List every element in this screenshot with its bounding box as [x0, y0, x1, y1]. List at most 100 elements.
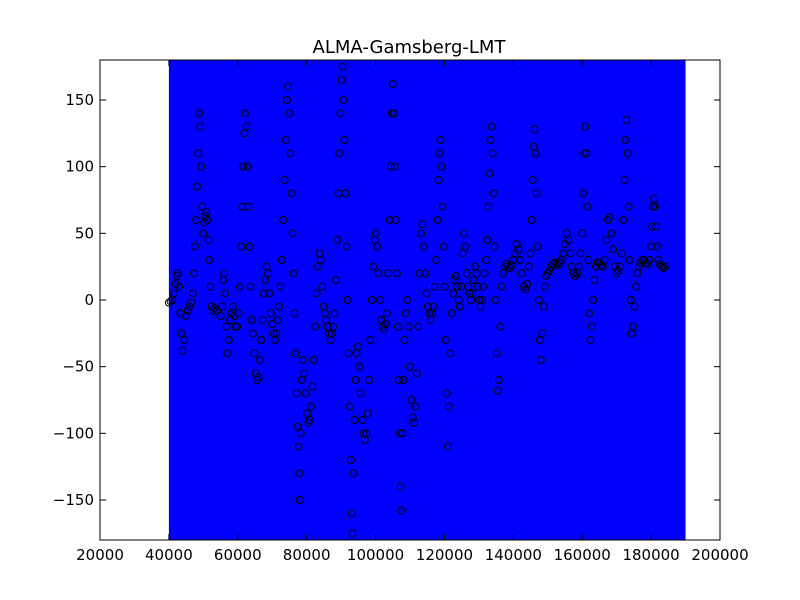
data-point [386, 162, 395, 171]
x-tick-label: 40000 [145, 546, 193, 564]
data-point [206, 282, 215, 291]
data-point [429, 302, 438, 311]
data-point [293, 422, 302, 431]
data-point [541, 282, 550, 291]
data-point [461, 242, 470, 251]
data-point [582, 149, 591, 158]
data-point [276, 282, 285, 291]
data-point [376, 296, 385, 304]
data-point [178, 346, 187, 355]
data-point [468, 289, 477, 298]
data-point [493, 386, 502, 395]
data-point [391, 216, 400, 224]
data-point [566, 249, 575, 258]
data-point [406, 362, 414, 371]
data-point [210, 304, 219, 312]
data-point [497, 282, 506, 291]
data-point [180, 336, 189, 344]
data-point [221, 289, 230, 298]
data-point [621, 136, 630, 144]
data-point [239, 162, 248, 171]
data-point [196, 122, 205, 131]
data-point [590, 276, 599, 284]
x-tick-label: 80000 [283, 546, 331, 564]
data-point [255, 356, 264, 364]
y-tick-label: 0 [84, 291, 94, 309]
data-point [273, 316, 282, 324]
data-point [418, 220, 427, 228]
data-point [316, 256, 325, 264]
data-point [290, 309, 299, 318]
data-point [521, 285, 530, 294]
data-point [442, 389, 451, 398]
x-axis-ticks: 20000 40000 60000 80000 100000 120000 140000 16… [76, 60, 749, 564]
data-point [526, 249, 535, 258]
data-point [187, 298, 196, 307]
data-point [348, 529, 357, 538]
data-point [396, 482, 405, 491]
data-point [298, 356, 307, 364]
data-point [564, 236, 573, 244]
data-point [238, 202, 247, 211]
data-point [394, 376, 403, 384]
data-point [233, 322, 242, 331]
data-point [552, 260, 561, 268]
data-point [605, 213, 614, 222]
y-tick-label: 150 [65, 91, 94, 109]
data-point [203, 216, 212, 224]
data-point [435, 149, 444, 158]
data-point [222, 322, 231, 331]
data-point [399, 376, 408, 384]
data-point [244, 202, 253, 211]
data-point [496, 322, 505, 331]
y-tick-label: −150 [53, 491, 94, 509]
data-point [507, 261, 516, 270]
data-point [473, 282, 482, 291]
data-point [398, 429, 407, 438]
data-point [241, 109, 250, 118]
data-point [403, 296, 412, 304]
data-point [264, 269, 273, 278]
data-point [480, 269, 489, 278]
data-point [314, 262, 323, 271]
data-point [396, 429, 405, 438]
data-point [202, 208, 211, 216]
data-point [349, 469, 358, 478]
data-point [191, 242, 200, 251]
y-tick-label: 50 [75, 224, 94, 242]
data-point [351, 376, 360, 384]
data-point [308, 382, 317, 391]
data-point [581, 122, 590, 131]
data-point [415, 269, 424, 278]
data-point [337, 76, 346, 84]
data-point [397, 506, 406, 515]
data-point [356, 389, 365, 398]
data-point [494, 376, 503, 384]
y-tick-label: 100 [65, 158, 94, 176]
data-point [358, 416, 367, 424]
data-point [198, 202, 207, 211]
data-point [365, 376, 374, 384]
data-point [648, 222, 657, 231]
data-point [392, 269, 401, 278]
data-point [434, 176, 443, 184]
data-point [347, 509, 356, 518]
data-point [629, 322, 638, 331]
data-point [479, 282, 488, 291]
data-point [189, 289, 197, 298]
data-point [419, 242, 428, 251]
data-point [635, 262, 644, 271]
data-point [371, 229, 380, 238]
data-point [602, 236, 611, 244]
data-point [301, 389, 310, 398]
data-point [330, 309, 339, 318]
data-point [250, 349, 259, 358]
data-point [234, 309, 243, 318]
data-point [583, 202, 592, 211]
data-point [385, 216, 394, 224]
data-point [303, 409, 312, 418]
data-point [194, 149, 203, 158]
data-point [650, 194, 659, 203]
data-point [199, 229, 208, 238]
data-point [384, 269, 393, 278]
